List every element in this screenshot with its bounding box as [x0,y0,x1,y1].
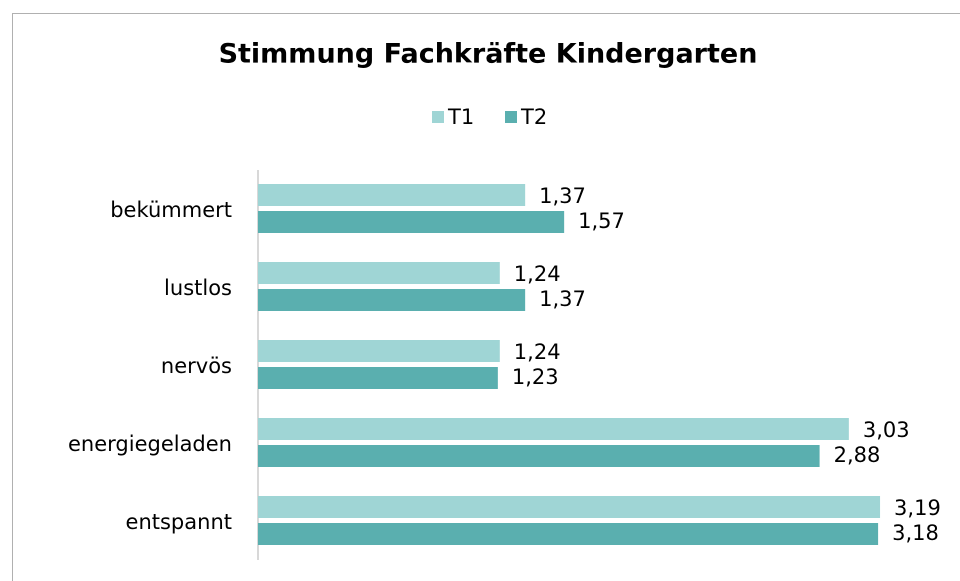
category-label: lustlos [164,276,232,300]
bar [258,184,526,206]
chart-title: Stimmung Fachkräfte Kindergarten [219,39,758,70]
legend-swatch [505,111,517,123]
bar [258,340,500,362]
value-label: 1,57 [578,209,625,233]
bar [258,289,526,311]
value-label: 3,18 [892,521,939,545]
value-label: 1,24 [514,340,561,364]
value-label: 1,24 [514,262,561,286]
bar [258,418,849,440]
bar [258,523,879,545]
bar [258,211,565,233]
bar [258,496,881,518]
bar [258,262,500,284]
bar [258,367,498,389]
category-label: bekümmert [110,198,232,222]
category-label: nervös [161,354,232,378]
legend-swatch [432,111,444,123]
value-label: 1,23 [512,365,559,389]
value-label: 3,19 [894,496,941,520]
value-label: 2,88 [834,443,881,467]
value-label: 1,37 [539,287,586,311]
value-label: 3,03 [863,418,910,442]
category-label: entspannt [126,510,232,534]
value-label: 1,37 [539,184,586,208]
chart-border [12,13,960,581]
legend-label: T1 [447,105,474,129]
bar [258,445,820,467]
category-label: energiegeladen [68,432,232,456]
legend-label: T2 [520,105,547,129]
